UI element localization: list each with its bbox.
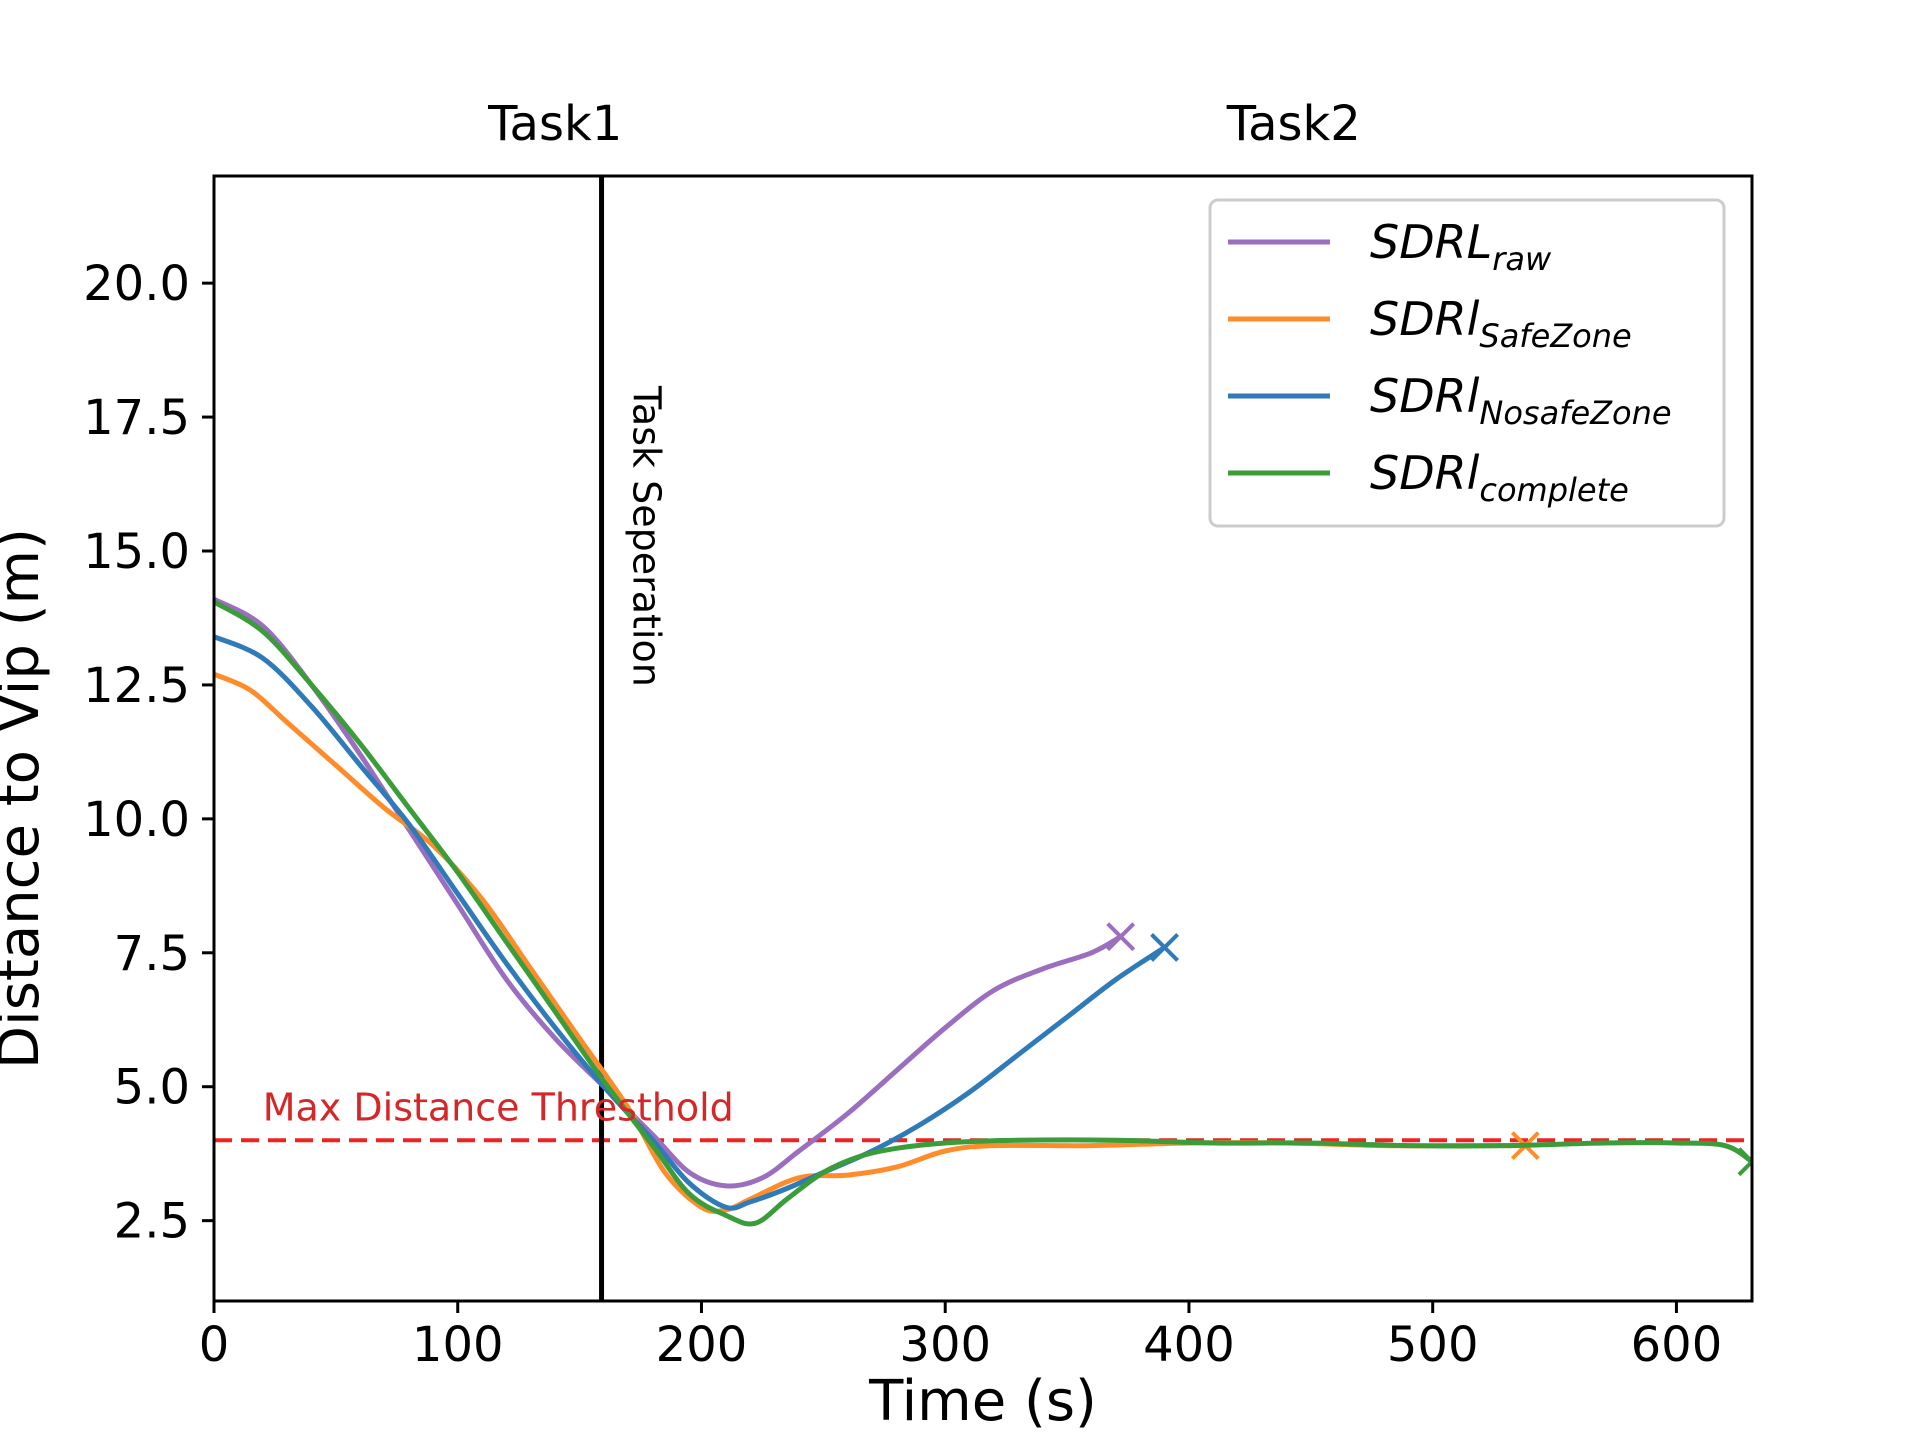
legend: SDRLraw SDRlSafeZone SDRlNosafeZone SDRl… [1208,198,1726,528]
x-tick-label: 500 [1387,1317,1479,1373]
series-line-complete [214,599,1752,1227]
threshold-label: Max Distance Thresthold [263,1085,734,1129]
y-tick-label: 20.0 [83,256,190,312]
series-raw [214,596,1136,1189]
y-tick-label: 17.5 [83,390,190,446]
x-tick-label: 400 [1143,1317,1235,1373]
y-tick-label: 7.5 [114,926,190,982]
legend-entry-nosafezone: SDRlNosafeZone [1370,369,1672,432]
series-line-raw [214,596,1124,1189]
series-line-nosafezone [214,634,1168,1211]
legend-name: SDRL [1370,215,1492,269]
y-tick-label: 10.0 [83,792,190,848]
y-axis-title: Distance to Vip (m) [0,528,52,1069]
y-tick-label: 15.0 [83,524,190,580]
task2-label: Task2 [1226,96,1361,152]
legend-box [1208,198,1726,528]
legend-subscript: complete [1479,471,1628,509]
series-line-safezone [214,671,1528,1214]
legend-name: SDRl [1370,369,1480,423]
task1-label: Task1 [487,96,622,152]
legend-name: SDRl [1370,446,1480,500]
legend-entry-safezone: SDRlSafeZone [1370,292,1632,355]
legend-subscript: SafeZone [1479,317,1631,355]
x-tick-label: 300 [899,1317,991,1373]
x-axis-title: Time (s) [868,1369,1097,1434]
marks-layer [214,176,1752,1301]
y-tick-label: 2.5 [114,1194,190,1250]
y-tick-label: 5.0 [114,1060,190,1116]
x-tick-label: 600 [1631,1317,1723,1373]
legend-entry-complete: SDRlcomplete [1370,446,1629,509]
legend-subscript: raw [1492,240,1552,278]
end-marker-complete [1737,1147,1752,1177]
y-tick-label: 12.5 [83,658,190,714]
series-nosafezone [214,634,1180,1211]
x-tick-label: 200 [656,1317,748,1373]
series-complete [214,599,1752,1227]
series-safezone [214,671,1540,1214]
plot-frame [212,174,1754,1303]
end-marker-raw [1106,922,1136,952]
legend-subscript: NosafeZone [1479,394,1671,432]
task-separation-label: Task Seperation [625,385,669,687]
x-tick-label: 100 [412,1317,504,1373]
ticks-layer: 0 100 200 300 400 500 600 2.5 5.0 7.5 10.0 12.5 15.0… [83,256,1722,1373]
end-marker-nosafezone [1150,933,1180,962]
legend-name: SDRl [1370,292,1480,346]
x-tick-label: 0 [199,1317,230,1373]
legend-entry-raw: SDRLraw [1370,215,1552,278]
